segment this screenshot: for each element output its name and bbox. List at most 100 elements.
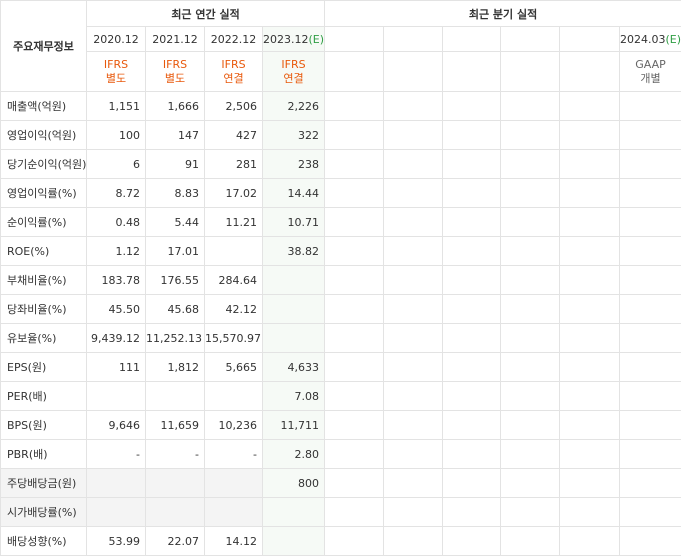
quarter-value-cell [324,526,385,556]
table-row: ROE(%) 1.12 17.01 38.82 [0,236,681,266]
annual-value-cell: 10.71 [261,207,326,237]
annual-value-cell: 4,633 [261,352,326,382]
annual-value-cell [204,381,263,411]
quarter-value-cell [500,265,561,295]
quarter-value-cell [619,294,681,324]
period-date: 2023.12 [263,32,309,46]
annual-value-cell: 11,252.13 [145,323,205,353]
quarter-value-cell [383,178,444,208]
quarter-value-cell [500,497,561,527]
annual-value-cell: 183.78 [86,265,146,295]
annual-value-cell: 22.07 [145,526,205,556]
annual-value-cell: 5.44 [145,207,205,237]
annual-value-cell: 7.08 [261,381,326,411]
quarter-value-cell [442,381,502,411]
quarter-value-cell [619,439,681,469]
annual-value-cell: 281 [204,149,263,179]
annual-value-cell: 38.82 [261,236,326,266]
annual-value-cell: 0.48 [86,207,146,237]
annual-value-cell: 9,439.12 [86,323,146,353]
quarter-standard-header-empty [442,51,502,92]
annual-value-cell [261,323,326,353]
quarter-value-cell [559,497,621,527]
annual-value-cell: - [204,439,263,469]
quarter-value-cell [619,178,681,208]
quarter-value-cell [559,439,621,469]
row-header-label: 주요재무정보 [0,0,87,92]
quarter-value-cell [442,497,502,527]
row-label: 유보율(%) [0,323,87,353]
table-row: 영업이익(억원) 100 147 427 322 [0,120,681,150]
row-label: 주당배당금(원) [0,468,87,498]
quarter-value-cell [324,410,385,440]
quarter-value-cell [442,410,502,440]
quarter-standard-header-empty [559,51,621,92]
quarter-value-cell [500,91,561,121]
annual-group-title: 최근 연간 실적 [85,0,326,27]
annual-value-cell: 2,226 [261,91,326,121]
quarter-value-cell [559,207,621,237]
annual-value-cell: 45.50 [86,294,146,324]
annual-value-cell: 8.83 [145,178,205,208]
row-label: 부채비율(%) [0,265,87,295]
annual-value-cell: 14.44 [261,178,326,208]
annual-value-cell: - [86,439,146,469]
quarter-value-cell [500,439,561,469]
annual-value-cell: 238 [261,149,326,179]
annual-value-cell: 91 [145,149,205,179]
period-date: 2024.03 [620,32,666,46]
quarter-value-cell [619,497,681,527]
annual-value-cell: 17.01 [145,236,205,266]
table-row: 시가배당률(%) [0,497,681,527]
table-row: 유보율(%) 9,439.12 11,252.13 15,570.97 [0,323,681,353]
quarter-value-cell [559,323,621,353]
table-row: 당기순이익(억원) 6 91 281 238 [0,149,681,179]
quarter-value-cell [559,352,621,382]
row-label: 매출액(억원) [0,91,87,121]
quarter-value-cell [442,265,502,295]
annual-value-cell [145,468,205,498]
table-row: 영업이익률(%) 8.72 8.83 17.02 14.44 [0,178,681,208]
accounting-standard-header: IFRS 연결 [204,51,263,92]
quarter-value-cell [500,149,561,179]
quarter-value-cell [442,91,502,121]
annual-value-cell: - [145,439,205,469]
quarter-date-header: 2024.03(E) [619,26,681,52]
annual-value-cell [261,265,326,295]
table-row: 매출액(억원) 1,151 1,666 2,506 2,226 [0,91,681,121]
standard-type: IFRS [221,57,246,71]
quarter-value-cell [383,294,444,324]
quarter-value-cell [559,91,621,121]
quarter-value-cell [559,294,621,324]
quarter-value-cell [383,265,444,295]
row-label: 영업이익(억원) [0,120,87,150]
quarter-value-cell [619,526,681,556]
annual-value-cell: 11,659 [145,410,205,440]
table-row: PBR(배) - - -2.80 [0,439,681,469]
quarter-value-cell [500,294,561,324]
quarter-value-cell [383,352,444,382]
quarter-value-cell [619,410,681,440]
annual-value-cell [145,381,205,411]
annual-value-cell: 11,711 [261,410,326,440]
quarter-group-title: 최근 분기 실적 [324,0,681,27]
quarter-value-cell [324,381,385,411]
quarter-value-cell [559,526,621,556]
quarter-value-cell [383,381,444,411]
quarter-value-cell [442,149,502,179]
table-row: BPS(원) 9,646 11,659 10,236 11,711 [0,410,681,440]
quarter-value-cell [442,178,502,208]
table-row: 순이익률(%) 0.48 5.44 11.21 10.71 [0,207,681,237]
quarter-value-cell [619,120,681,150]
consolidation-type: 별도 [164,71,186,85]
quarter-value-cell [383,120,444,150]
quarter-value-cell [500,323,561,353]
annual-value-cell: 427 [204,120,263,150]
annual-value-cell [204,468,263,498]
consolidation-type: 연결 [223,71,244,85]
table-row: 주당배당금(원) 800 [0,468,681,498]
quarter-value-cell [619,236,681,266]
quarter-value-cell [559,178,621,208]
quarter-value-cell [442,352,502,382]
